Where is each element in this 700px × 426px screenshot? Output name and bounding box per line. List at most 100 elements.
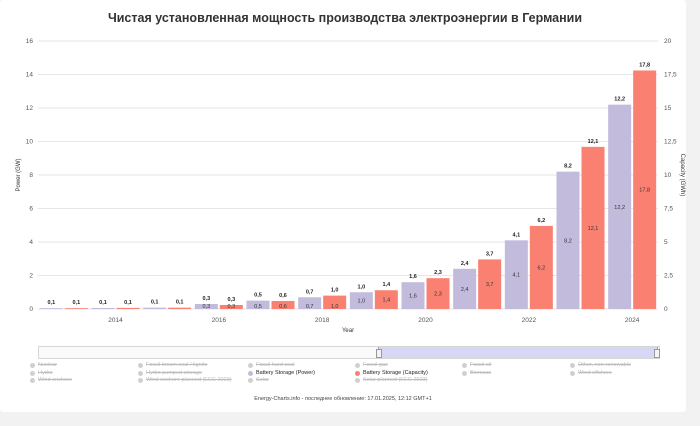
legend-item[interactable]: Biomass	[462, 370, 491, 376]
bar-power-inner-label: 0,3	[203, 304, 211, 310]
legend-dot-icon	[355, 362, 360, 368]
legend-dot-icon	[570, 362, 575, 368]
legend-label: Battery Storage (Power)	[256, 370, 315, 376]
bar-capacity-label: 0,1	[176, 300, 184, 306]
legend-dot-icon	[138, 362, 143, 368]
bar-power	[401, 282, 425, 309]
bar-capacity-inner-label: 0,6	[279, 304, 287, 310]
legend-dot-icon	[355, 377, 360, 383]
x-axis-title: Year	[342, 328, 354, 334]
bar-power-inner-label: 4,1	[513, 273, 521, 279]
bar-capacity-label: 1,0	[331, 288, 339, 294]
bar-capacity	[219, 304, 243, 309]
x-tick-label: 2016	[212, 317, 227, 324]
bar-capacity-inner-label: 3,7	[486, 282, 494, 288]
legend-label: Nuclear	[38, 362, 57, 368]
bar-capacity	[426, 278, 450, 309]
bar-capacity-label: 17,8	[639, 62, 650, 68]
legend-item[interactable]: Battery Storage (Capacity)	[355, 370, 428, 376]
legend-item[interactable]: Fossil brown coal / lignite	[138, 362, 207, 368]
bar-power	[608, 104, 632, 310]
left-tick-label: 16	[26, 38, 34, 45]
legend-item[interactable]: Hydro	[30, 370, 53, 376]
bar-capacity	[633, 70, 657, 309]
range-handle-left[interactable]	[376, 349, 382, 358]
legend-dot-icon	[248, 377, 253, 383]
legend-dot-icon	[462, 362, 467, 368]
footer-text: Energy-Charts.info - последнее обновлени…	[254, 396, 432, 402]
bar-power-inner-label: 2,4	[461, 287, 469, 293]
x-tick-label: 2020	[418, 317, 433, 324]
bar-capacity-inner-label: 6,2	[538, 265, 546, 271]
bar-power	[246, 300, 270, 309]
legend-item[interactable]: Wind offshore	[570, 370, 612, 376]
bar-power-label: 0,5	[254, 293, 262, 299]
legend-label: Solar planned (EEG 2023)	[363, 377, 428, 383]
bar-capacity-label: 0,3	[228, 297, 236, 303]
legend-item[interactable]: Nuclear	[30, 362, 57, 368]
right-tick-label: 2,5	[664, 273, 673, 280]
bar-capacity	[581, 146, 605, 309]
legend-label: Wind onshore planned (EEG 2023)	[146, 377, 232, 383]
bar-power	[556, 171, 580, 309]
chart-card: Чистая установленная мощность производст…	[0, 0, 686, 412]
legend-label: Fossil gas	[363, 362, 388, 368]
range-navigator[interactable]	[38, 346, 660, 359]
x-tick-label: 2024	[625, 317, 640, 324]
legend-item[interactable]: Fossil oil	[462, 362, 491, 368]
bar-power-label: 8,2	[564, 164, 572, 170]
legend-item[interactable]: Hydro pumped storage	[138, 370, 202, 376]
bar-power-label: 0,1	[48, 300, 56, 306]
bar-power-label: 0,7	[306, 289, 314, 295]
legend-dot-icon	[138, 377, 143, 383]
bar-capacity	[168, 307, 192, 309]
legend-label: Wind onshore	[38, 377, 72, 383]
bar-power	[349, 292, 373, 309]
right-tick-label: 10	[664, 172, 672, 179]
legend-dot-icon	[138, 370, 143, 376]
legend-item[interactable]: Wind onshore	[30, 377, 72, 383]
bar-capacity	[374, 290, 398, 309]
bar-power-label: 0,1	[99, 300, 107, 306]
bar-power-label: 1,6	[409, 274, 417, 280]
legend-dot-icon	[570, 370, 575, 376]
bar-capacity-label: 6,2	[538, 218, 546, 224]
legend-item[interactable]: Other, non-renewable	[570, 362, 631, 368]
legend-item[interactable]: Solar	[248, 377, 269, 383]
bar-power-label: 4,1	[513, 232, 521, 238]
legend-label: Hydro pumped storage	[146, 370, 202, 376]
legend-item[interactable]: Solar planned (EEG 2023)	[355, 377, 428, 383]
right-axis-title: Capacity (GWh)	[679, 154, 685, 197]
legend-dot-icon	[30, 377, 35, 383]
bar-capacity-inner-label: 0,3	[228, 304, 236, 310]
bar-power-label: 0,3	[203, 296, 211, 302]
bar-power-label: 0,1	[151, 300, 159, 306]
bars: 0,1 0,1 0,1 0,1 0,1 0,10,3 0,30,3 0,30,5 0,60,5 0…	[39, 62, 657, 310]
bar-capacity-inner-label: 1,4	[383, 298, 391, 304]
legend-item[interactable]: Fossil gas	[355, 362, 388, 368]
legend-dot-icon	[248, 370, 253, 376]
legend-item[interactable]: Battery Storage (Power)	[248, 370, 315, 376]
bar-power	[504, 240, 528, 309]
bar-power-label: 1,0	[358, 284, 366, 290]
range-handle-right[interactable]	[654, 349, 660, 358]
bar-power	[453, 268, 477, 309]
right-tick-label: 5	[664, 239, 668, 246]
legend-label: Fossil hard coal	[256, 362, 295, 368]
right-axis-ticks: 0 2,5 5 7,5 10 12,5 15 17,5 20	[664, 38, 677, 313]
left-tick-label: 12	[26, 105, 34, 112]
bar-capacity	[271, 300, 295, 309]
x-tick-label: 2022	[522, 317, 537, 324]
bar-capacity-inner-label: 12,1	[588, 226, 599, 232]
bar-power	[91, 307, 115, 309]
legend-item[interactable]: Fossil hard coal	[248, 362, 295, 368]
gridlines	[38, 40, 658, 310]
left-tick-label: 8	[29, 172, 33, 179]
bar-power-inner-label: 8,2	[564, 238, 572, 244]
left-tick-label: 6	[29, 206, 33, 213]
range-selection[interactable]	[376, 347, 660, 358]
bar-power	[143, 307, 167, 309]
bar-capacity-label: 0,1	[124, 300, 132, 306]
legend-item[interactable]: Wind onshore planned (EEG 2023)	[138, 377, 232, 383]
right-tick-label: 17,5	[664, 72, 677, 79]
